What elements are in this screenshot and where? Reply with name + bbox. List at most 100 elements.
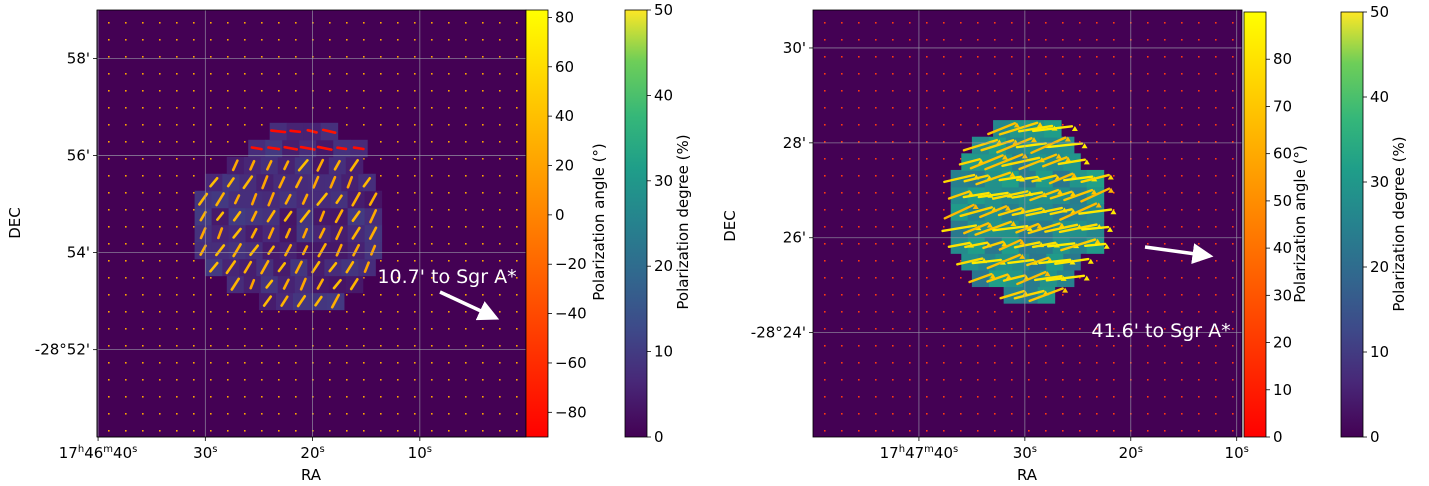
colorbar-tick-label: 20 xyxy=(1370,258,1389,276)
colorbar-tick-label: 30 xyxy=(1370,173,1389,191)
polarization-vector xyxy=(333,159,341,171)
polarization-vector xyxy=(335,226,344,241)
polarization-vector xyxy=(284,243,293,257)
polarization-vector xyxy=(1063,188,1094,202)
left-annotation-text: 10.7' to Sgr A* xyxy=(377,266,516,288)
left-angle-colorbar-ticks: 80 60 40 20 0 −20 −40 −60 −80 xyxy=(548,8,587,421)
y-tick-label: 58' xyxy=(67,50,90,68)
polarization-vector xyxy=(1046,242,1076,248)
left-angle-colorbar-label: Polarization angle (°) xyxy=(590,143,608,301)
colorbar-tick-label: 40 xyxy=(654,86,673,104)
polarization-vector xyxy=(999,289,1025,300)
polarization-vector-head xyxy=(1009,171,1016,177)
left-grid xyxy=(97,10,526,437)
polarization-vector-head xyxy=(1087,258,1094,264)
right-degree-colorbar-label: Polarization degree (%) xyxy=(1390,136,1408,311)
y-tick-label: 28' xyxy=(783,134,806,152)
colorbar-tick-label: 50 xyxy=(1370,3,1389,21)
polarization-vector xyxy=(964,241,989,249)
polarization-vector xyxy=(306,128,318,134)
right-y-ticks: -28°24' 26' 28' 30' xyxy=(751,39,813,342)
polarization-vector xyxy=(321,128,337,134)
polarization-vector xyxy=(986,253,1022,270)
polarization-vector xyxy=(280,295,289,307)
polarization-vector xyxy=(319,210,326,222)
polarization-vector xyxy=(215,244,226,257)
right-chart: 17h47m40s 30s 20s 10s -28°24' 26' 28' 30' RA D… xyxy=(721,3,1408,484)
y-tick-label: 54' xyxy=(67,244,90,262)
y-tick-label: 56' xyxy=(67,147,90,165)
left-degree-colorbar xyxy=(624,9,648,438)
polarization-vector xyxy=(349,158,359,172)
polarization-vector-head xyxy=(1057,189,1064,195)
polarization-vector xyxy=(232,243,242,258)
polarization-vector-head xyxy=(1103,243,1110,249)
polarization-vector xyxy=(1041,156,1068,168)
polarization-vector xyxy=(982,240,1005,250)
polarization-vector-head xyxy=(1010,220,1017,226)
polarization-vector xyxy=(250,146,263,151)
polarization-vector xyxy=(316,158,325,172)
polarization-vector-head xyxy=(1013,122,1020,128)
polarization-vector xyxy=(1078,208,1113,215)
polarization-vector xyxy=(199,210,207,222)
polarization-vector xyxy=(226,177,235,188)
polarization-vector xyxy=(346,175,354,189)
left-y-axis-label: DEC xyxy=(6,207,24,239)
polarization-vector xyxy=(363,261,370,273)
y-tick-label: -28°52' xyxy=(35,341,90,359)
polarization-vector-head xyxy=(989,273,996,279)
polarization-vector-head xyxy=(1110,209,1117,215)
polarization-vector-head xyxy=(1081,143,1088,149)
polarization-vector xyxy=(986,273,1009,283)
polarization-vector xyxy=(352,243,360,257)
polarization-vector xyxy=(1001,156,1041,168)
y-tick-label: -28°24' xyxy=(751,324,806,342)
colorbar-tick-label: 60 xyxy=(555,58,574,76)
polarization-vector xyxy=(277,262,287,273)
polarization-vector xyxy=(1011,191,1044,199)
polarization-vector xyxy=(250,193,258,206)
right-degree-colorbar xyxy=(1340,11,1364,438)
colorbar-tick-label: 40 xyxy=(1273,239,1292,257)
polarization-vector xyxy=(250,210,258,222)
right-direction-arrow xyxy=(1144,243,1214,265)
polarization-vector xyxy=(296,294,307,308)
polarization-vector-head xyxy=(1064,136,1071,142)
polarization-vector-head xyxy=(1083,275,1090,281)
polarization-vector xyxy=(1058,223,1098,234)
polarization-vector xyxy=(1057,158,1087,166)
polarization-vector-head xyxy=(1107,174,1114,180)
polarization-vector xyxy=(991,190,1029,200)
polarization-vector xyxy=(335,194,343,205)
polarization-vector xyxy=(971,258,1003,265)
polarization-vector xyxy=(312,175,320,189)
colorbar-tick-label: 40 xyxy=(555,107,574,125)
polarization-vector-head xyxy=(972,203,979,209)
polarization-vector xyxy=(209,261,219,273)
polarization-vector xyxy=(231,159,239,172)
polarization-vector xyxy=(1013,289,1045,300)
colorbar-tick-label: 20 xyxy=(555,156,574,174)
polarization-vector xyxy=(318,227,326,239)
polarization-vector xyxy=(368,192,378,206)
polarization-vector xyxy=(352,146,365,151)
polarization-vector xyxy=(1027,222,1061,235)
polarization-vector xyxy=(1015,175,1039,182)
polarization-vector-head xyxy=(1062,287,1069,293)
polarization-vector xyxy=(216,211,225,221)
right-angle-colorbar xyxy=(1243,11,1267,438)
polarization-vector xyxy=(1047,142,1084,149)
right-degree-colorbar-ticks: 50 40 30 20 10 0 xyxy=(1363,3,1389,446)
polarization-vector xyxy=(230,277,241,291)
polarization-vector xyxy=(963,222,990,235)
polarization-vector xyxy=(1033,274,1063,282)
polarization-vector xyxy=(1002,274,1026,282)
polarization-vector xyxy=(962,191,990,199)
polarization-vector xyxy=(997,207,1023,217)
polarization-vector xyxy=(974,220,1012,236)
polarization-vector xyxy=(295,176,303,189)
polarization-vector xyxy=(249,159,256,171)
polarization-vector xyxy=(215,192,225,207)
polarization-vector xyxy=(962,138,999,152)
